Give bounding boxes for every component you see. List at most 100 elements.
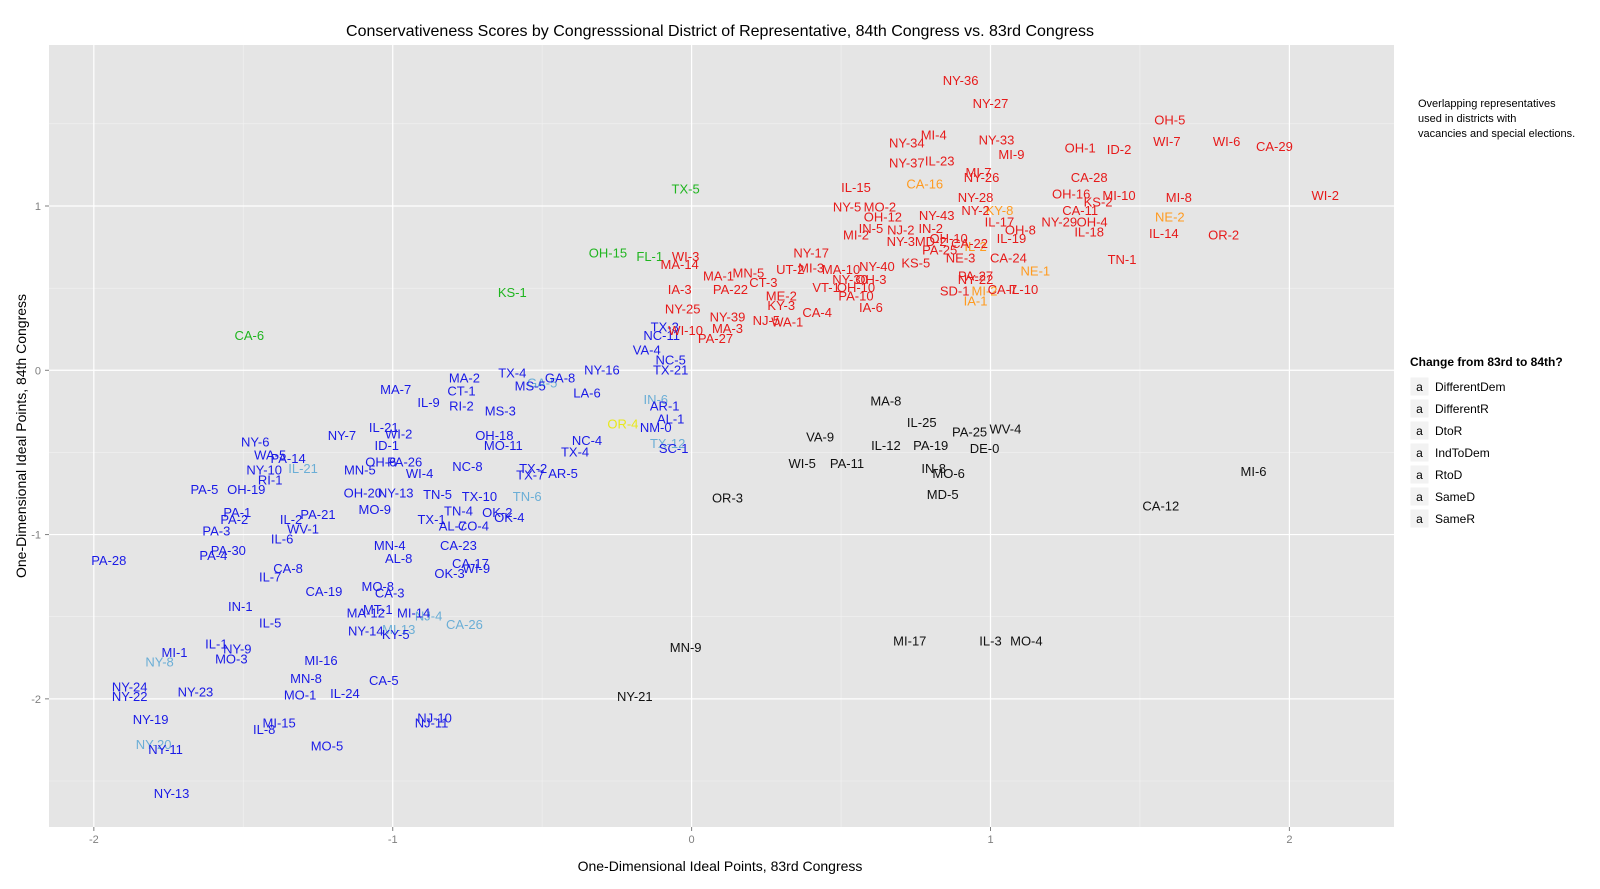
legend-label: SameR [1435,512,1475,526]
point-label: AR-5 [548,466,578,481]
point-label: MS-5 [515,379,546,394]
point-label: TN-6 [513,489,542,504]
point-label: NY-19 [133,712,169,727]
point-label: IL-1 [205,637,227,652]
point-label: PA-14 [271,451,306,466]
point-label: IL-21 [369,420,399,435]
point-label: CA-8 [273,561,303,576]
legend-key [1409,464,1430,485]
point-label: NY-27 [973,96,1009,111]
point-label: NY-23 [178,684,214,699]
point-label: OH-4 [1077,214,1108,229]
point-label: MI-2 [843,228,869,243]
point-label: NC-4 [572,433,602,448]
point-label: CA-23 [440,538,477,553]
point-label: CA-11 [1062,203,1098,218]
point-label: OH-1 [1065,141,1096,156]
point-label: PA-3 [202,523,230,538]
point-label: TX-12 [650,436,685,451]
legend-key-glyph: a [1416,512,1423,526]
point-label: FL-1 [636,249,663,264]
point-label: NY-43 [919,208,955,223]
legend: Change from 83rd to 84th? a DifferentDem a… [1409,355,1563,529]
point-label: SD-1 [940,283,970,298]
point-label: KY-8 [986,203,1014,218]
legend-key [1409,486,1430,507]
point-label: MA-10 [822,262,860,277]
point-label: NY-39 [710,310,746,325]
point-label: NY-28 [958,190,994,205]
point-label: PA-10 [838,288,873,303]
point-label: CA-19 [306,584,343,599]
point-label: MO-4 [1010,633,1043,648]
point-label: MI-8 [1166,190,1192,205]
point-label: CA-16 [906,177,943,192]
point-label: MN-5 [733,265,765,280]
point-label: TX-7 [516,467,544,482]
point-label: MD-2 [915,234,947,249]
point-label: IL-15 [841,180,871,195]
legend-key [1409,398,1430,419]
point-label: MI-15 [263,716,296,731]
legend-key-glyph: a [1416,380,1423,394]
point-label: MI-17 [893,633,926,648]
note-line: vacancies and special elections. [1418,128,1575,140]
point-label: KY-3 [767,298,795,313]
point-label: PA-25 [952,425,987,440]
point-label: MO-9 [359,502,392,517]
point-label: OK-4 [494,510,524,525]
point-label: MI-1 [162,645,188,660]
point-label: NE-1 [1021,264,1051,279]
point-label: IL-2 [964,239,986,254]
point-label: MT-1 [363,602,393,617]
point-label: MA-14 [661,257,699,272]
point-label: ME-2 [766,288,797,303]
point-label: MO-8 [362,579,395,594]
point-label: IL-19 [997,231,1027,246]
point-label: NY-26 [964,170,1000,185]
legend-key-glyph: a [1416,446,1423,460]
point-label: MN-9 [670,640,702,655]
point-label: IL-12 [871,438,901,453]
point-label: NY-14 [348,624,384,639]
point-label: WI-9 [463,561,490,576]
point-label: NY-10 [246,463,282,478]
legend-label: DifferentR [1435,402,1489,416]
point-label: MO-2 [864,200,897,215]
point-label: IL-5 [259,615,281,630]
point-label: WV-1 [287,522,319,537]
point-label: KS-1 [498,285,527,300]
point-label: OH-19 [227,482,265,497]
point-label: IA-1 [964,293,988,308]
plot-panel [49,45,1394,827]
point-label: NY-2 [961,203,989,218]
point-label: MI-4 [921,127,947,142]
point-label: IN-2 [918,221,943,236]
point-label: IN-1 [228,599,253,614]
x-tick-label: -2 [89,834,99,846]
point-label: NY-25 [665,302,701,317]
legend-key-glyph: a [1416,490,1423,504]
point-label: MO-6 [932,466,965,481]
point-label: NC-8 [452,459,482,474]
point-label: OH-12 [864,210,902,225]
point-label: RI-1 [258,472,283,487]
point-label: MI-16 [304,653,337,668]
point-label: NY-11 [148,742,183,757]
point-label: AL-7 [439,518,466,533]
point-label: OH-15 [589,246,627,261]
point-label: GA-8 [545,371,575,386]
point-label: MN-4 [374,538,406,553]
point-label: WI-5 [788,456,815,471]
legend-label: DifferentDem [1435,380,1505,394]
point-label: IA-6 [859,300,883,315]
point-label: OR-4 [607,417,638,432]
point-label: NY-37 [889,155,925,170]
point-label: NY-6 [241,435,269,450]
point-label: NY-5 [833,200,861,215]
point-label: IN-5 [859,221,884,236]
point-label: PA-22 [713,282,748,297]
point-label: NM-0 [640,420,672,435]
point-label: MI-7 [966,165,992,180]
point-label: WV-4 [990,421,1022,436]
